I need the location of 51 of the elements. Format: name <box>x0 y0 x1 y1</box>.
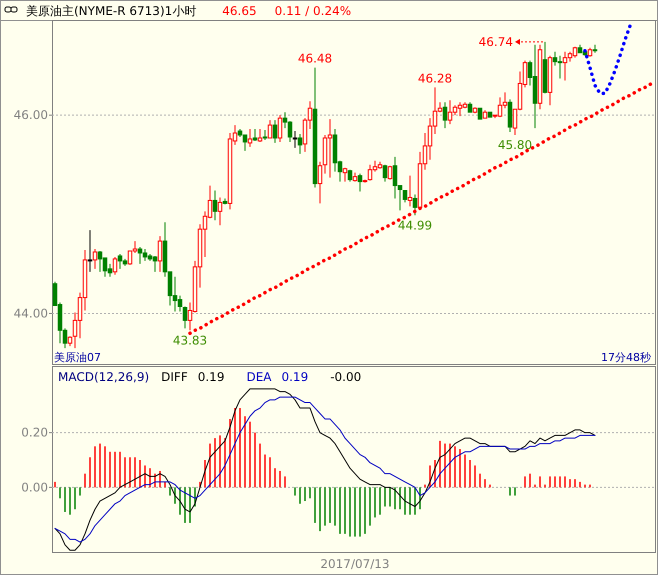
candlestick <box>412 194 418 216</box>
y-tick-label: 44.00 <box>14 306 48 320</box>
line-series <box>583 24 632 96</box>
candlestick <box>348 169 352 182</box>
text: DIFF <box>161 370 188 384</box>
candlestick <box>252 128 258 142</box>
candlestick <box>408 175 412 207</box>
candlestick <box>382 164 388 182</box>
annotation: 美原油07 <box>54 351 101 364</box>
candlestick <box>468 102 472 113</box>
candlestick <box>92 248 98 270</box>
candlestick <box>88 230 92 272</box>
candlestick <box>258 128 262 142</box>
candlestick <box>218 196 222 226</box>
candlestick <box>278 114 282 142</box>
candlestick <box>388 165 392 180</box>
annotation: 17分48秒 <box>601 351 651 364</box>
candlestick <box>358 173 362 192</box>
candlestick <box>248 128 252 148</box>
candlestick <box>268 120 272 138</box>
annotation: 44.99 <box>398 218 432 232</box>
series-label: DEA <box>246 370 272 384</box>
annotation: -0.00 <box>330 370 362 384</box>
y-tick-label: 0.20 <box>21 426 48 440</box>
annotation: 0.19 <box>281 370 308 384</box>
annotation: 45.80 <box>498 138 532 152</box>
candlestick <box>182 306 188 329</box>
candlestick <box>112 256 118 276</box>
candlestick <box>442 102 448 129</box>
annotation: 46.74 <box>478 34 513 49</box>
chart-title: 美原油主(NYME-R 6713)1小时 <box>26 4 196 18</box>
candlestick <box>158 236 162 272</box>
candlestick <box>212 190 218 221</box>
annotation: 0.19 <box>198 370 224 384</box>
candlestick <box>318 161 322 204</box>
candlestick <box>262 130 268 140</box>
text: 0.11 / 0.24% <box>274 4 352 18</box>
candlestick <box>292 130 298 148</box>
candlestick <box>342 167 348 182</box>
x-tick-label: 2017/07/13 <box>320 557 390 571</box>
annotation: 46.48 <box>298 52 332 66</box>
text: 46.65 <box>222 4 257 18</box>
candlestick <box>272 120 278 144</box>
annotation: 43.83 <box>172 333 208 348</box>
annotation: 46.28 <box>418 71 452 86</box>
candlestick <box>298 134 302 154</box>
candlestick <box>478 108 482 120</box>
chart-title: MACD(12,26,9) <box>58 370 150 384</box>
y-tick-label: 0.00 <box>21 480 48 494</box>
candlestick <box>402 190 408 203</box>
y-tick-label: 46.00 <box>14 108 48 122</box>
